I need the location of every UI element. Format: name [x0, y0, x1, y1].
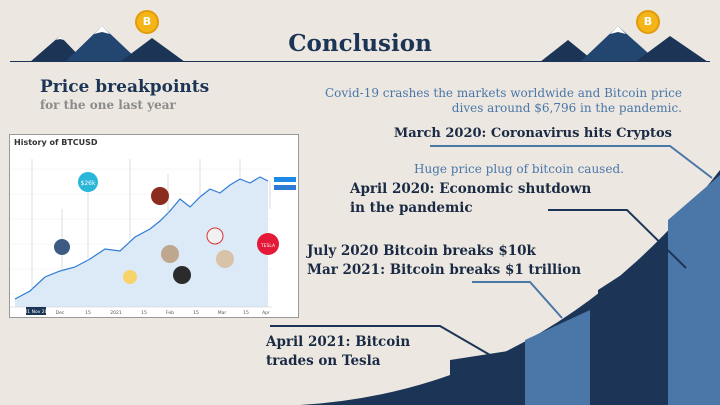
x-tick-label: Mar [218, 310, 227, 316]
chart-marker-photo [206, 227, 224, 245]
breakpoint-april-2020: April 2020: Economic shutdown in the pan… [350, 180, 650, 218]
chart-marker-emoji [123, 270, 137, 284]
chart-marker-photo [173, 266, 191, 284]
breakpoint-april-2021-line1: April 2021: Bitcoin [266, 334, 411, 350]
title-divider [10, 61, 710, 62]
section-heading: Price breakpoints [40, 77, 210, 97]
chart-marker-tesla [257, 233, 279, 255]
x-tick-label: Dec [56, 310, 65, 316]
section-subheading: for the one last year [40, 98, 176, 112]
chart-marker-photo [216, 250, 234, 268]
chart-marker-26k-label: $26k [81, 180, 96, 187]
x-tick-label: 15 [141, 310, 147, 316]
breakpoint-april-2020-line2: in the pandemic [350, 200, 473, 216]
breakpoint-july-2020-text: July 2020 Bitcoin breaks $10k [307, 243, 536, 259]
chart-marker-photo [161, 245, 179, 263]
chart-title: History of BTCUSD [14, 138, 98, 147]
price-area [15, 177, 268, 307]
x-tick-label: 15 [85, 310, 91, 316]
x-tick-label: 15 [193, 310, 199, 316]
x-tick-label: Apr [262, 310, 270, 316]
staircase-bars-decoration [300, 170, 720, 405]
slide-title: Conclusion [288, 30, 432, 57]
chart-marker-photo [54, 239, 70, 255]
x-tick-label: Feb [166, 310, 174, 316]
price-line [14, 176, 269, 300]
price-plug-note: Huge price plug of bitcoin caused. [414, 162, 624, 176]
breakpoint-july-2020: July 2020 Bitcoin breaks $10k Mar 2021: … [307, 242, 607, 280]
chart-marker-tesla-label: TESLA [260, 243, 276, 249]
x-tick-label: 15 [243, 310, 249, 316]
chart-marker-26k [78, 172, 98, 192]
bitcoin-coin-icon: B [135, 10, 159, 34]
covid-note: Covid-19 crashes the markets worldwide a… [324, 86, 682, 115]
breakpoint-april-2021: April 2021: Bitcoin trades on Tesla [266, 333, 466, 371]
btc-price-chart: $26k TESLA 01 Nov 20 Dec 15 2021 15 Feb … [10, 159, 296, 316]
date-badge-bg [26, 307, 46, 315]
mountains-left-decoration [30, 26, 185, 62]
breakpoint-april-2020-line1: April 2020: Economic shutdown [350, 181, 592, 197]
mountains-right-decoration [540, 26, 708, 62]
chart-date-badge: 01 Nov 20 [24, 309, 47, 315]
bitcoin-coin-icon: B [636, 10, 660, 34]
breakpoint-april-2021-line2: trades on Tesla [266, 353, 381, 369]
breakpoint-march-2020: March 2020: Coronavirus hits Cryptos [393, 126, 672, 141]
breakpoint-mar-2021-text: Mar 2021: Bitcoin breaks $1 trillion [307, 262, 582, 278]
x-tick-label: 2021 [110, 310, 122, 316]
chart-marker-photo [151, 187, 169, 205]
btc-history-chart-image: History of BTCUSD $26k TESLA 01 Nov 20 D [9, 134, 299, 318]
